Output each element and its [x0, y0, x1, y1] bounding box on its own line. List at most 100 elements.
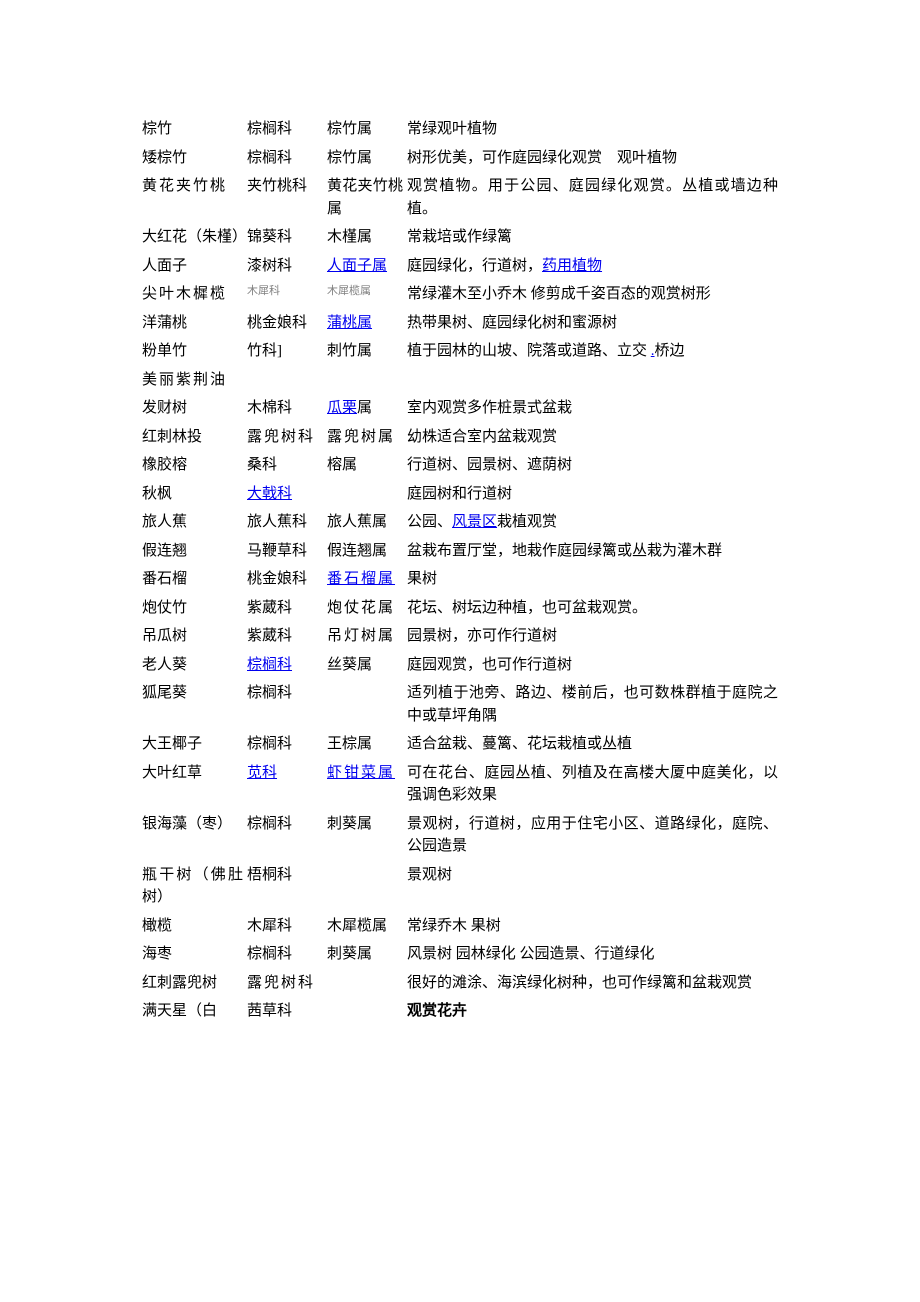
plant-description: 可在花台、庭园丛植、列植及在高楼大厦中庭美化，以强调色彩效果	[405, 759, 780, 810]
plant-name: 海枣	[140, 940, 245, 969]
plant-family: 木犀科	[245, 912, 325, 941]
plant-description: 适合盆栽、蔓篱、花坛栽植或丛植	[405, 730, 780, 759]
link-text[interactable]: 苋科	[247, 765, 277, 781]
plant-genus: 刺竹属	[325, 337, 405, 366]
plant-name: 人面子	[140, 252, 245, 281]
plant-description: 常绿乔木 果树	[405, 912, 780, 941]
plant-family: 茜草科	[245, 997, 325, 1026]
table-row: 大王椰子棕榈科王棕属适合盆栽、蔓篱、花坛栽植或丛植	[140, 730, 780, 759]
link-text[interactable]: 虾钳菜属	[327, 765, 395, 781]
link-text[interactable]: 人面子属	[327, 258, 387, 274]
plant-genus: 棕竹属	[325, 115, 405, 144]
plant-family: 棕榈科	[245, 144, 325, 173]
link-text[interactable]: 瓜栗	[327, 400, 357, 416]
link-text[interactable]: 药用植物	[542, 258, 602, 274]
plant-genus: 丝葵属	[325, 651, 405, 680]
table-row: 洋蒲桃桃金娘科蒲桃属热带果树、庭园绿化树和蜜源树	[140, 309, 780, 338]
plant-genus: 旅人蕉属	[325, 508, 405, 537]
table-row: 红刺林投露兜树科露兜树属幼株适合室内盆栽观赏	[140, 423, 780, 452]
table-row: 橡胶榕桑科榕属行道树、园景树、遮荫树	[140, 451, 780, 480]
plant-genus: 黄花夹竹桃属	[325, 172, 405, 223]
plant-family: 棕榈科	[245, 115, 325, 144]
plant-family: 漆树科	[245, 252, 325, 281]
table-row: 假连翘马鞭草科假连翘属盆栽布置厅堂，地栽作庭园绿篱或丛栽为灌木群	[140, 537, 780, 566]
plant-description: 庭园树和行道树	[405, 480, 780, 509]
plant-name: 大叶红草	[140, 759, 245, 810]
plant-name: 吊瓜树	[140, 622, 245, 651]
plant-family: 竹科]	[245, 337, 325, 366]
plant-description: 庭园观赏，也可作行道树	[405, 651, 780, 680]
table-row: 粉单竹竹科]刺竹属植于园林的山坡、院落或道路、立交 .桥边	[140, 337, 780, 366]
plant-description: 盆栽布置厅堂，地栽作庭园绿篱或丛栽为灌木群	[405, 537, 780, 566]
plant-name: 红刺林投	[140, 423, 245, 452]
link-text[interactable]: 番石榴属	[327, 571, 395, 587]
plant-name: 棕竹	[140, 115, 245, 144]
plant-description: 果树	[405, 565, 780, 594]
plant-genus: 虾钳菜属	[325, 759, 405, 810]
table-row: 瓶干树（佛肚树）梧桐科 景观树	[140, 861, 780, 912]
table-row: 红刺露兜树露兜树科很好的滩涂、海滨绿化树种，也可作绿篱和盆栽观赏	[140, 969, 780, 998]
table-row: 旅人蕉旅人蕉科旅人蕉属公园、风景区栽植观赏	[140, 508, 780, 537]
plant-name: 满天星（白	[140, 997, 245, 1026]
plant-name: 狐尾葵	[140, 679, 245, 730]
plant-genus: 吊灯树属	[325, 622, 405, 651]
plant-family: 苋科	[245, 759, 325, 810]
plant-genus: 刺葵属	[325, 940, 405, 969]
link-text[interactable]: 蒲桃属	[327, 315, 372, 331]
plant-name: 橄榄	[140, 912, 245, 941]
plant-family	[245, 366, 325, 395]
table-row: 尖叶木樨榄木犀科木犀榄属常绿灌木至小乔木 修剪成千姿百态的观赏树形	[140, 280, 780, 309]
table-row: 满天星（白茜草科 观赏花卉	[140, 997, 780, 1026]
table-row: 人面子漆树科人面子属 庭园绿化，行道树，药用植物	[140, 252, 780, 281]
plant-genus: 王棕属	[325, 730, 405, 759]
plant-description: 常栽培或作绿篱	[405, 223, 780, 252]
plant-genus: 木犀榄属	[325, 912, 405, 941]
plant-name: 洋蒲桃	[140, 309, 245, 338]
plant-name: 番石榴	[140, 565, 245, 594]
table-row: 大叶红草苋科 虾钳菜属可在花台、庭园丛植、列植及在高楼大厦中庭美化，以强调色彩效果	[140, 759, 780, 810]
plant-genus: 番石榴属	[325, 565, 405, 594]
plant-family: 大戟科	[245, 480, 325, 509]
plant-description: 室内观赏多作桩景式盆栽	[405, 394, 780, 423]
plant-genus: 露兜树属	[325, 423, 405, 452]
plant-family: 梧桐科	[245, 861, 325, 912]
plant-description	[405, 366, 780, 395]
plant-description: 常绿观叶植物	[405, 115, 780, 144]
table-row: 老人葵棕榈科 丝葵属庭园观赏，也可作行道树	[140, 651, 780, 680]
plant-family: 棕榈科	[245, 679, 325, 730]
plant-name: 瓶干树（佛肚树）	[140, 861, 245, 912]
plant-name: 老人葵	[140, 651, 245, 680]
plant-description: 庭园绿化，行道树，药用植物	[405, 252, 780, 281]
table-row: 矮棕竹棕榈科棕竹属树形优美，可作庭园绿化观赏 观叶植物	[140, 144, 780, 173]
plant-table: 棕竹棕榈科棕竹属常绿观叶植物矮棕竹棕榈科棕竹属树形优美，可作庭园绿化观赏 观叶植…	[140, 115, 780, 1026]
plant-family: 紫葳科	[245, 594, 325, 623]
plant-genus: 人面子属	[325, 252, 405, 281]
plant-genus: 假连翘属	[325, 537, 405, 566]
plant-name: 炮仗竹	[140, 594, 245, 623]
plant-genus: 木犀榄属	[325, 280, 405, 309]
plant-genus: 榕属	[325, 451, 405, 480]
plant-family: 紫葳科	[245, 622, 325, 651]
link-text[interactable]: 风景区	[452, 514, 497, 530]
plant-family: 棕榈科	[245, 810, 325, 861]
plant-description: 幼株适合室内盆栽观赏	[405, 423, 780, 452]
table-row: 秋枫大戟科庭园树和行道树	[140, 480, 780, 509]
link-text[interactable]: 大戟科	[247, 486, 292, 502]
plant-name: 假连翘	[140, 537, 245, 566]
plant-description: 景观树	[405, 861, 780, 912]
plant-genus: 木槿属	[325, 223, 405, 252]
table-row: 棕竹棕榈科棕竹属常绿观叶植物	[140, 115, 780, 144]
plant-name: 银海藻（枣）	[140, 810, 245, 861]
table-row: 吊瓜树紫葳科吊灯树属园景树，亦可作行道树	[140, 622, 780, 651]
plant-description: 观赏花卉	[405, 997, 780, 1026]
link-text[interactable]: 棕榈科	[247, 657, 292, 673]
plant-genus: 刺葵属	[325, 810, 405, 861]
plant-genus	[325, 997, 405, 1026]
plant-name: 尖叶木樨榄	[140, 280, 245, 309]
plant-genus: 蒲桃属	[325, 309, 405, 338]
plant-family: 旅人蕉科	[245, 508, 325, 537]
plant-family: 夹竹桃科	[245, 172, 325, 223]
link-text[interactable]: .	[651, 343, 655, 359]
plant-description: 观赏植物。用于公园、庭园绿化观赏。丛植或墙边种植。	[405, 172, 780, 223]
plant-description: 花坛、树坛边种植，也可盆栽观赏。	[405, 594, 780, 623]
